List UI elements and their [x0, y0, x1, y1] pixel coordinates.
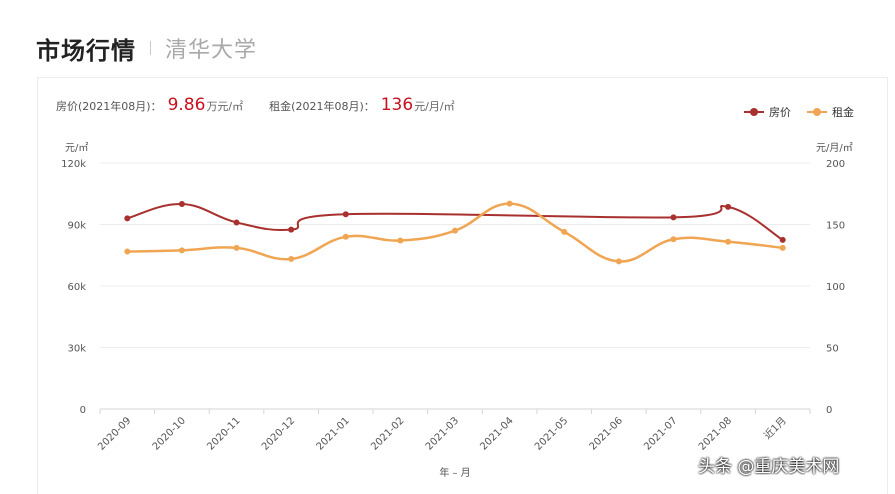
data-point-price: [288, 226, 295, 233]
x-axis-label: 年 – 月: [439, 466, 470, 479]
x-tick-label: 2020-11: [205, 415, 242, 452]
x-tick-label: 2021-08: [697, 415, 734, 452]
data-point-rent: [178, 247, 185, 254]
data-point-price: [779, 236, 786, 243]
chart-legend: 房价 租金: [744, 104, 870, 120]
y-right-tick-label: 0: [826, 405, 832, 416]
rent-value: 136: [380, 95, 414, 115]
data-point-price: [725, 203, 732, 210]
data-point-rent: [615, 258, 622, 265]
x-tick-label: 2020-10: [151, 415, 188, 452]
y-right-tick-label: 150: [826, 221, 845, 232]
y-right-tick-label: 200: [826, 159, 845, 170]
y-left-tick-label: 60k: [67, 282, 86, 293]
x-tick-label: 2021-06: [588, 415, 625, 452]
x-tick-label: 2021-03: [424, 415, 461, 452]
y-right-tick-label: 50: [826, 344, 839, 355]
data-point-price: [233, 219, 240, 226]
page-subtitle: 清华大学: [165, 38, 258, 63]
y-left-tick-label: 30k: [67, 344, 86, 355]
x-tick-label: 2021-01: [315, 415, 352, 452]
legend-marker-rent: [807, 108, 827, 116]
x-tick-label: 近1月: [761, 414, 789, 442]
price-label: 房价(2021年08月)：: [56, 100, 162, 113]
x-tick-label: 2021-05: [533, 415, 570, 452]
x-tick-label: 2021-02: [369, 415, 406, 452]
page-title: 市场行情: [36, 36, 136, 65]
y-right-unit-label: 元/月/㎡: [816, 142, 853, 154]
data-point-rent: [397, 237, 404, 244]
data-point-price: [178, 201, 185, 207]
rent-label: 租金(2021年08月)：: [269, 100, 375, 113]
data-point-rent: [342, 233, 349, 240]
x-tick-label: 2021-07: [642, 415, 679, 452]
price-unit: 万元/㎡: [206, 100, 244, 113]
data-point-price: [670, 214, 677, 221]
data-point-rent: [670, 236, 677, 243]
x-tick-label: 2020-09: [96, 415, 133, 452]
series-line-price: [127, 202, 784, 241]
y-left-unit-label: 元/㎡: [65, 142, 88, 154]
legend-label-price: 房价: [769, 106, 791, 119]
price-value: 9.86: [167, 95, 206, 115]
y-left-tick-label: 120k: [61, 159, 86, 170]
rent-unit: 元/月/㎡: [414, 100, 455, 113]
x-tick-label: 2021-04: [478, 415, 515, 452]
legend-item-rent[interactable]: 租金: [807, 104, 854, 120]
watermark: 头条 @重庆美术网: [698, 457, 840, 477]
data-point-rent: [779, 244, 786, 251]
y-right-tick-label: 100: [826, 282, 845, 293]
legend-label-rent: 租金: [832, 106, 854, 119]
y-left-tick-label: 90k: [67, 221, 86, 232]
page-header: 市场行情 清华大学: [36, 28, 257, 68]
y-left-tick-label: 0: [80, 405, 86, 416]
data-point-rent: [124, 248, 131, 255]
data-point-rent: [725, 238, 732, 245]
data-point-rent: [452, 227, 458, 234]
data-point-rent: [561, 228, 568, 235]
legend-item-price[interactable]: 房价: [744, 104, 791, 120]
legend-marker-price: [744, 108, 764, 116]
stats-bar: 房价(2021年08月)： 9.86 万元/㎡ 租金(2021年08月)： 13…: [56, 95, 455, 115]
data-point-price: [342, 211, 349, 218]
title-divider: [150, 41, 151, 55]
data-point-rent: [233, 244, 240, 251]
x-tick-label: 2020-12: [260, 415, 297, 452]
data-point-price: [124, 215, 131, 222]
data-point-rent: [288, 255, 295, 262]
data-point-rent: [506, 200, 513, 207]
